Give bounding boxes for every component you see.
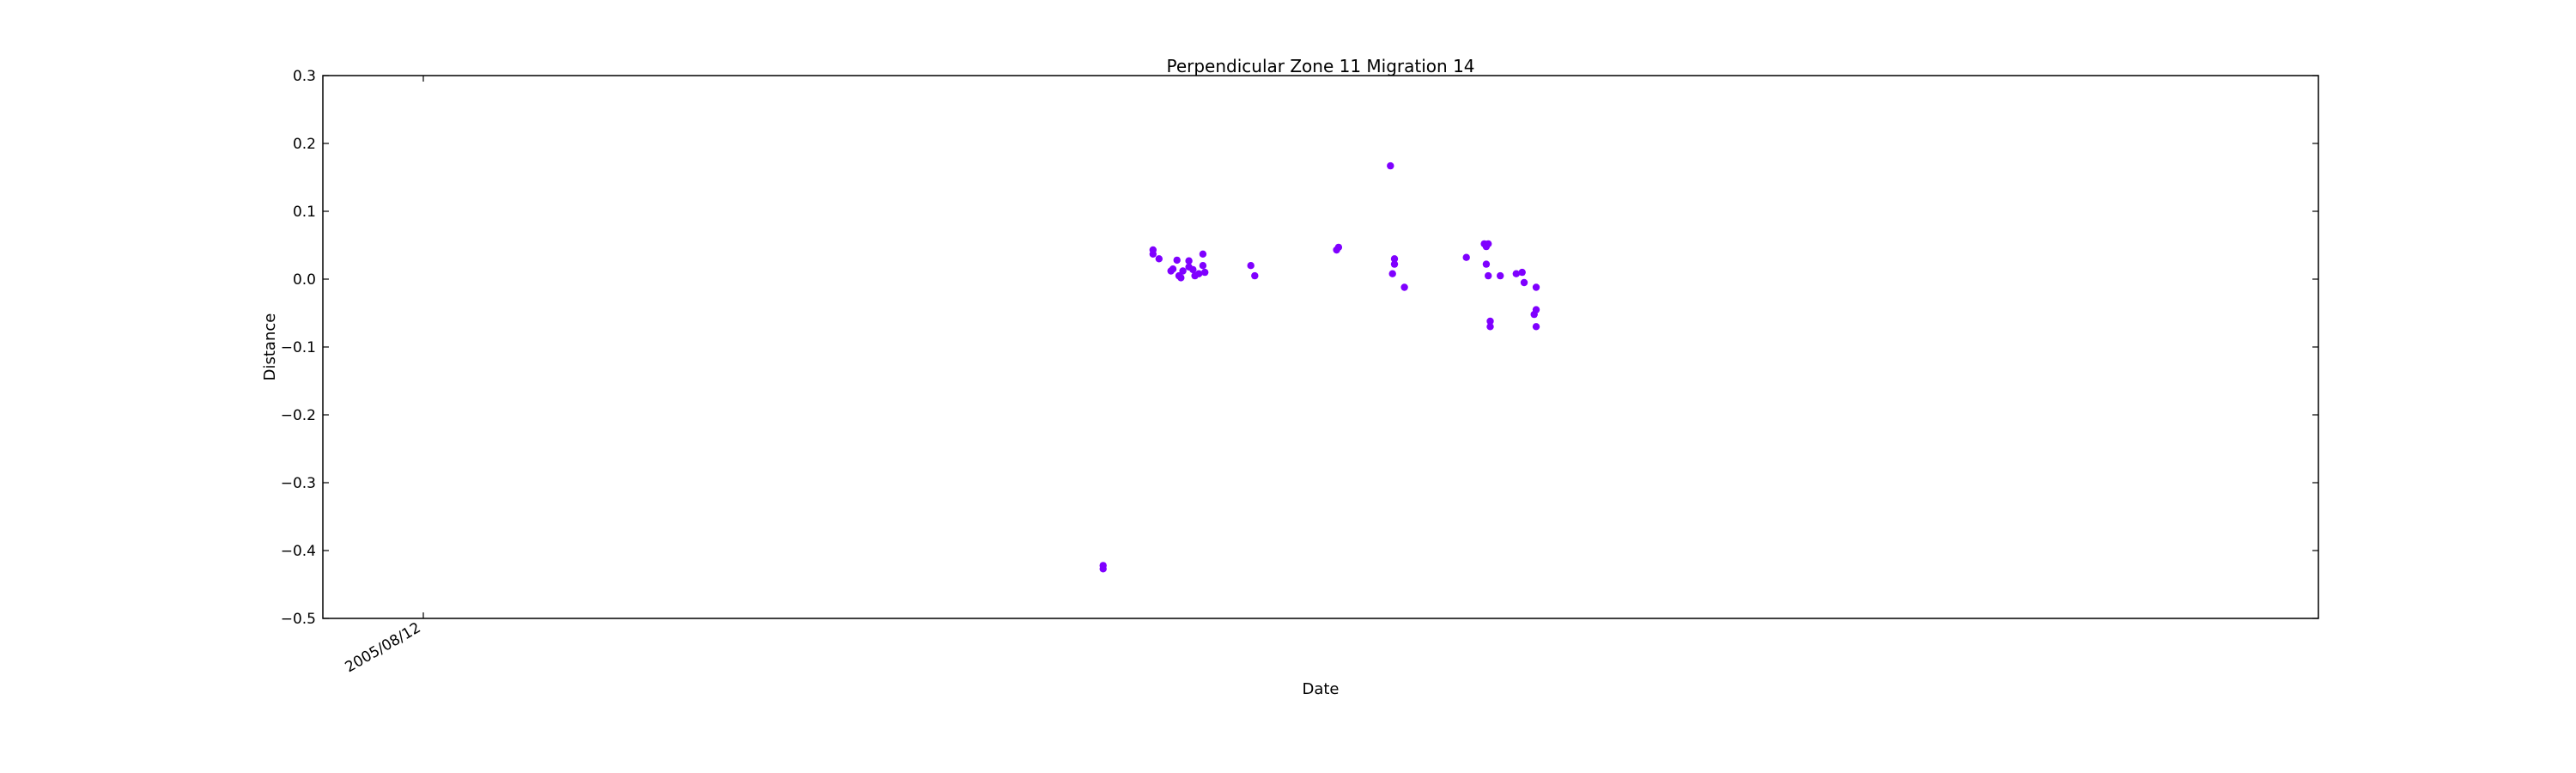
data-point [1149, 250, 1157, 258]
data-point [1155, 255, 1163, 263]
data-point [1199, 250, 1207, 258]
data-point [1199, 262, 1207, 270]
data-point [1485, 271, 1492, 280]
data-point [1390, 255, 1399, 263]
data-point [1532, 323, 1540, 331]
data-point [1530, 310, 1538, 319]
data-point [1400, 283, 1408, 291]
chart-title: Perpendicular Zone 11 Migration 14 [1166, 56, 1474, 76]
data-point [1462, 253, 1470, 261]
data-point [1390, 260, 1399, 268]
data-point [1482, 260, 1491, 268]
y-tick-label: −0.5 [281, 611, 316, 628]
data-point [1532, 283, 1540, 291]
y-tick-label: −0.2 [281, 407, 316, 424]
data-point [1099, 565, 1107, 573]
x-axis-label: Date [1302, 680, 1339, 698]
data-point [1334, 243, 1343, 252]
data-point [1201, 268, 1209, 277]
data-point [1497, 271, 1504, 280]
y-tick-label: 0.3 [293, 68, 316, 85]
data-point [1485, 240, 1492, 248]
data-point [1388, 270, 1396, 277]
data-point [1247, 262, 1255, 270]
y-tick-label: −0.1 [281, 339, 316, 356]
y-tick-label: −0.4 [281, 543, 316, 560]
y-tick-label: 0.0 [293, 271, 316, 289]
data-point [1251, 271, 1259, 280]
data-point [1518, 268, 1526, 277]
y-tick-label: 0.1 [293, 204, 316, 221]
data-point [1177, 274, 1185, 282]
data-point [1387, 161, 1394, 170]
plot-area-frame [322, 75, 2319, 619]
y-tick-label: −0.3 [281, 475, 316, 492]
y-tick-label: 0.2 [293, 136, 316, 153]
data-point [1185, 257, 1193, 265]
data-point [1169, 265, 1177, 273]
data-point [1520, 278, 1528, 287]
y-axis-label: Distance [261, 313, 279, 381]
data-point [1512, 270, 1521, 277]
data-point [1486, 317, 1494, 326]
data-point [1179, 267, 1187, 275]
y-axis-ticks: 0.3 0.2 0.1 0.0 −0.1 −0.2 −0.3 −0.4 −0.5 [281, 68, 2318, 628]
data-point [1486, 323, 1494, 331]
data-point [1189, 265, 1197, 274]
data-points [1099, 161, 1540, 573]
data-point [1173, 256, 1181, 265]
data-point [1195, 270, 1203, 277]
